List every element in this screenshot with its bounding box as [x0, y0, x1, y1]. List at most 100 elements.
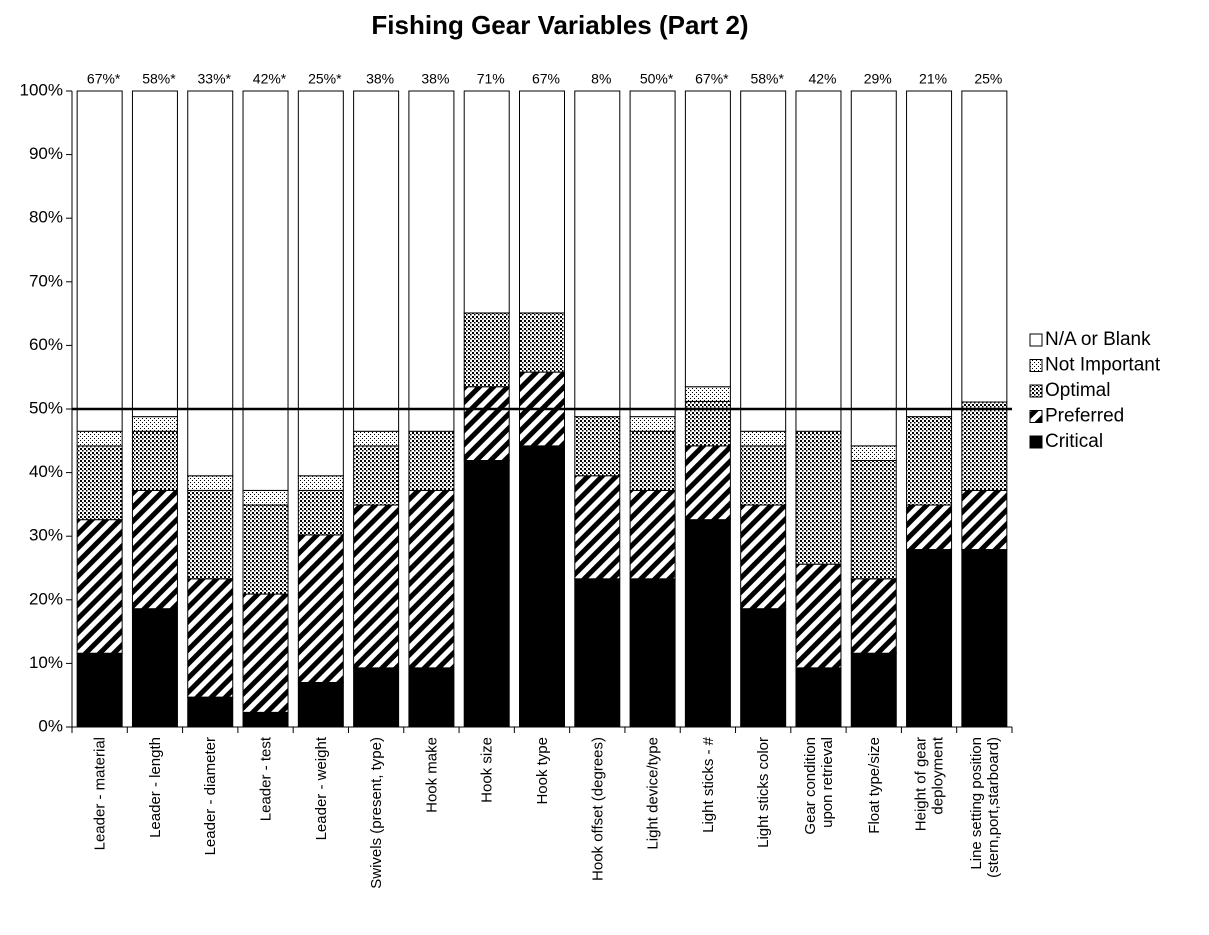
- bar-segment: [408, 430, 455, 491]
- y-tick-label: 90%: [29, 144, 63, 163]
- x-tick-label: Hook type: [534, 737, 551, 805]
- legend-swatch: [1029, 410, 1043, 423]
- bar-segment: [353, 445, 400, 506]
- bar-segment: [684, 445, 731, 521]
- bar-segment: [519, 445, 565, 728]
- bar-segment: [297, 489, 344, 536]
- x-tick-label: Hook size: [479, 737, 496, 803]
- bar-segment: [961, 401, 1008, 491]
- bar-annotation: 8%: [591, 71, 611, 87]
- bar-segment: [463, 460, 510, 728]
- bar-segment: [629, 90, 676, 418]
- y-tick-label: 80%: [29, 208, 63, 227]
- bar-segment: [961, 549, 1008, 728]
- bar-segment: [353, 667, 400, 728]
- bar-segment: [574, 416, 621, 477]
- bar-segment: [850, 90, 897, 447]
- bar-segment: [131, 430, 178, 491]
- y-tick-label: 50%: [29, 398, 63, 417]
- bar-segment: [187, 489, 234, 580]
- bar-segment: [187, 578, 234, 698]
- bar-segment: [629, 416, 676, 432]
- x-tick-label: Height of geardeployment: [913, 736, 947, 831]
- bar-segment: [519, 90, 565, 314]
- bar-segment: [574, 578, 621, 728]
- bar-segment: [740, 504, 787, 610]
- bar-segment: [353, 504, 400, 669]
- bar-segment: [242, 489, 289, 506]
- bar-segment: [740, 430, 787, 447]
- bar-segment: [850, 652, 897, 728]
- bar-annotation: 58%*: [750, 71, 784, 87]
- x-tick-label: Float type/size: [866, 737, 883, 834]
- bar-segment: [906, 90, 953, 418]
- x-tick-label: Swivels (present, type): [368, 737, 385, 889]
- bar-segment: [131, 489, 178, 610]
- bar-segment: [795, 430, 842, 565]
- bar-segment: [574, 90, 621, 418]
- bar-segment: [131, 90, 178, 418]
- legend-label: N/A or Blank: [1045, 329, 1151, 350]
- bar-segment: [961, 489, 1008, 551]
- y-tick-label: 0%: [38, 716, 63, 735]
- bar-segment: [850, 445, 897, 462]
- bar-segment: [353, 90, 400, 432]
- bar-annotation: 67%*: [695, 71, 729, 87]
- bar-segment: [795, 563, 842, 669]
- y-tick-label: 60%: [29, 335, 63, 354]
- x-tick-label: Gear conditionupon retrieval: [802, 737, 836, 835]
- bar-annotation: 33%*: [198, 71, 232, 87]
- bar-segment: [242, 90, 289, 491]
- bar-segment: [629, 578, 676, 728]
- bar-segment: [353, 430, 400, 447]
- y-tick-label: 20%: [29, 589, 63, 608]
- bar-segment: [684, 90, 731, 388]
- legend-swatch: [1029, 384, 1043, 398]
- bar-annotation: 21%: [919, 71, 947, 87]
- bar-segment: [187, 475, 234, 491]
- y-tick-label: 40%: [29, 462, 63, 481]
- x-tick-label: Leader - weight: [313, 736, 330, 840]
- x-tick-label: Light sticks color: [755, 737, 772, 848]
- bar-annotation: 25%*: [308, 71, 342, 87]
- x-tick-label: Leader - material: [92, 737, 109, 850]
- chart-title: Fishing Gear Variables (Part 2): [371, 10, 748, 40]
- bar-segment: [76, 430, 123, 447]
- bar-segment: [408, 667, 455, 728]
- bar-segment: [297, 90, 344, 477]
- bar-segment: [519, 312, 565, 373]
- bar-segment: [850, 460, 897, 580]
- bar-segment: [408, 489, 455, 669]
- bar-annotation: 38%: [366, 71, 394, 87]
- bar-segment: [408, 90, 455, 432]
- bar-segment: [463, 312, 510, 388]
- bar-segment: [242, 711, 289, 728]
- x-tick-label: Leader - length: [147, 737, 164, 838]
- legend-label: Preferred: [1045, 406, 1124, 427]
- x-tick-label: Light sticks - #: [700, 736, 717, 833]
- legend-label: Optimal: [1045, 380, 1110, 401]
- x-tick-label: Light device/type: [645, 737, 662, 850]
- bar-segment: [463, 386, 510, 462]
- x-tick-label: Leader - diameter: [202, 737, 219, 855]
- legend-label: Not Important: [1045, 355, 1161, 376]
- bar-annotation: 67%*: [87, 71, 121, 87]
- x-tick-label: Line setting position(stern,port,starboa…: [968, 737, 1002, 878]
- bar-annotation: 38%: [421, 71, 449, 87]
- bar-annotation: 50%*: [640, 71, 674, 87]
- bar-segment: [684, 519, 731, 728]
- bar-segment: [629, 489, 676, 580]
- bar-annotation: 42%*: [253, 71, 287, 87]
- x-tick-label: Leader - test: [258, 736, 275, 821]
- bar-annotation: 25%: [974, 71, 1002, 87]
- bar-segment: [740, 608, 787, 728]
- bar-segment: [76, 90, 123, 432]
- bar-segment: [740, 90, 787, 432]
- bar-segment: [297, 475, 344, 491]
- bar-annotation: 58%*: [142, 71, 176, 87]
- legend-swatch: [1029, 435, 1043, 449]
- bar-segment: [906, 549, 953, 728]
- x-tick-label: Hook offset (degrees): [589, 737, 606, 881]
- bar-segment: [629, 430, 676, 491]
